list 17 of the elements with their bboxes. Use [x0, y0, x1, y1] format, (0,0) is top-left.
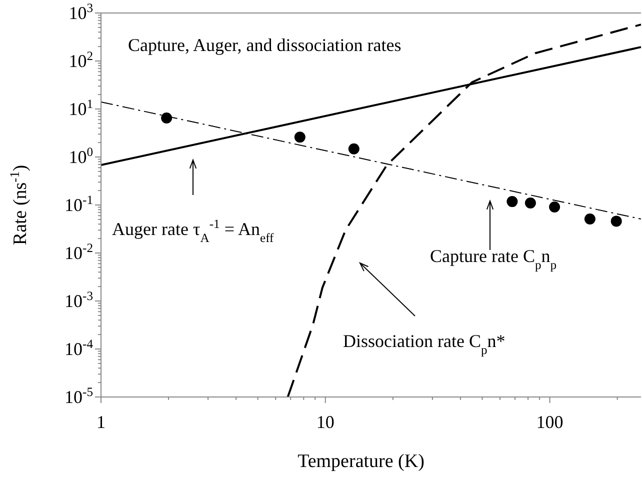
x-tick-label: 1 — [96, 412, 106, 432]
y-tick-label: 10$^{0}$ — [68, 145, 93, 167]
annotation: Dissociation rate C$_{p}$n* — [343, 331, 506, 357]
x-axis-title: Temperature (K) — [298, 451, 424, 472]
x-tick-label: 100 — [536, 412, 564, 432]
y-tick-label: 10$^{3}$ — [68, 1, 93, 23]
annotation: Capture rate C$_{p}$n$_{p}$ — [430, 246, 557, 272]
y-tick-label: 10$^{-5}$ — [64, 385, 93, 407]
y-tick-label: 10$^{1}$ — [68, 97, 93, 119]
x-tick-label: 10 — [316, 412, 334, 432]
text: Capture, Auger, and dissociation rates — [128, 35, 402, 55]
y-tick-label: 10$^{-3}$ — [64, 289, 93, 311]
y-tick-label: 10$^{-1}$ — [64, 193, 93, 215]
y-tick-label: 10$^{-2}$ — [64, 241, 93, 263]
y-tick-label: 10$^{-4}$ — [64, 337, 94, 359]
y-tick-label: 10$^{2}$ — [68, 49, 93, 71]
annotation: Auger rate τ$_{A}$$^{-1}$ = An$_{eff}$ — [112, 217, 275, 245]
